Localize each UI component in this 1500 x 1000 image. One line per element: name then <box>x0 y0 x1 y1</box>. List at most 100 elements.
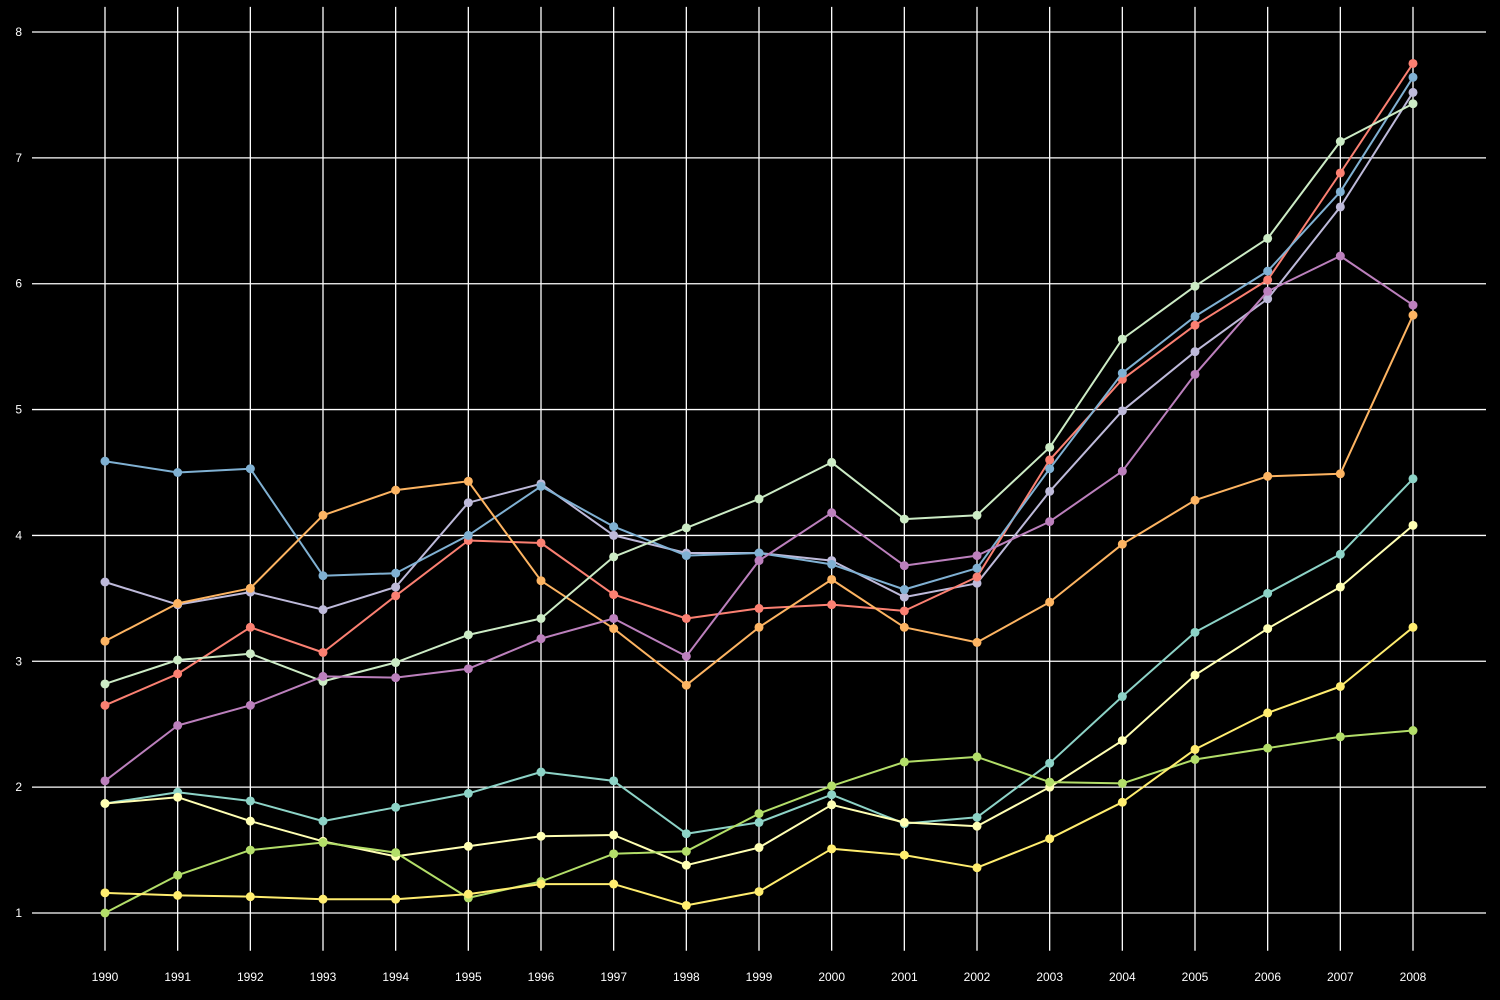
data-point <box>609 590 619 600</box>
data-point <box>609 830 619 840</box>
y-tick-label: 6 <box>15 277 22 291</box>
data-point <box>1263 266 1273 276</box>
data-point <box>245 816 255 826</box>
data-point <box>463 889 473 899</box>
x-tick-label: 2003 <box>1036 970 1063 984</box>
series-10 <box>100 622 1418 910</box>
data-point <box>1408 622 1418 632</box>
data-point <box>463 476 473 486</box>
data-point <box>173 669 183 679</box>
x-tick-label: 2001 <box>891 970 918 984</box>
data-point <box>1045 758 1055 768</box>
data-point <box>1408 726 1418 736</box>
data-point <box>1335 582 1345 592</box>
data-point <box>1117 406 1127 416</box>
data-point <box>1335 202 1345 212</box>
data-point <box>100 456 110 466</box>
data-point <box>1117 797 1127 807</box>
data-point <box>1190 627 1200 637</box>
data-point <box>1190 311 1200 321</box>
data-point <box>972 551 982 561</box>
data-point <box>391 591 401 601</box>
x-tick-label: 1998 <box>673 970 700 984</box>
data-point <box>391 582 401 592</box>
data-point <box>1335 469 1345 479</box>
series-group <box>100 58 1418 918</box>
data-point <box>1263 233 1273 243</box>
data-point <box>100 577 110 587</box>
data-point <box>391 802 401 812</box>
data-point <box>391 658 401 668</box>
data-point <box>536 538 546 548</box>
data-point <box>1190 320 1200 330</box>
data-point <box>754 622 764 632</box>
data-point <box>173 870 183 880</box>
data-point <box>1117 778 1127 788</box>
data-point <box>827 800 837 810</box>
data-point <box>245 700 255 710</box>
y-tick-label: 3 <box>15 654 22 668</box>
data-point <box>1263 294 1273 304</box>
data-point <box>100 799 110 809</box>
data-point <box>1335 187 1345 197</box>
data-point <box>1190 495 1200 505</box>
data-point <box>318 816 328 826</box>
data-point <box>1045 777 1055 787</box>
data-point <box>972 578 982 588</box>
data-point <box>1117 736 1127 746</box>
data-point <box>754 494 764 504</box>
data-point <box>173 792 183 802</box>
data-point <box>536 576 546 586</box>
data-point <box>1045 486 1055 496</box>
data-point <box>463 841 473 851</box>
data-point <box>1045 455 1055 465</box>
data-point <box>1408 87 1418 97</box>
data-point <box>609 530 619 540</box>
data-point <box>609 849 619 859</box>
data-point <box>1045 597 1055 607</box>
data-point <box>754 603 764 613</box>
data-point <box>318 510 328 520</box>
y-tick-label: 8 <box>15 25 22 39</box>
data-point <box>1408 310 1418 320</box>
data-point <box>100 908 110 918</box>
data-point <box>1263 286 1273 296</box>
data-point <box>245 796 255 806</box>
data-point <box>972 510 982 520</box>
data-point <box>318 605 328 615</box>
data-point <box>318 894 328 904</box>
x-tick-label: 1995 <box>455 970 482 984</box>
data-point <box>972 752 982 762</box>
data-point <box>1408 58 1418 68</box>
data-point <box>1263 743 1273 753</box>
data-point <box>100 636 110 646</box>
data-point <box>173 655 183 665</box>
data-point <box>1117 466 1127 476</box>
data-point <box>972 812 982 822</box>
data-point <box>1335 732 1345 742</box>
data-point <box>1117 539 1127 549</box>
data-point <box>536 767 546 777</box>
data-point <box>1335 251 1345 261</box>
data-point <box>100 679 110 689</box>
data-point <box>1190 369 1200 379</box>
data-point <box>1045 834 1055 844</box>
data-point <box>173 720 183 730</box>
data-point <box>536 634 546 644</box>
data-point <box>609 624 619 634</box>
data-point <box>1263 588 1273 598</box>
data-point <box>754 548 764 558</box>
y-axis-tick-labels: 1 2 3 4 5 6 7 8 <box>15 25 22 920</box>
data-point <box>1263 624 1273 634</box>
data-point <box>100 700 110 710</box>
data-point <box>245 464 255 474</box>
data-point <box>1190 754 1200 764</box>
data-point <box>463 788 473 798</box>
data-point <box>1335 136 1345 146</box>
data-point <box>1190 670 1200 680</box>
data-point <box>972 563 982 573</box>
data-point <box>1117 334 1127 344</box>
data-point <box>318 571 328 581</box>
data-point <box>827 574 837 584</box>
data-point <box>1335 168 1345 178</box>
